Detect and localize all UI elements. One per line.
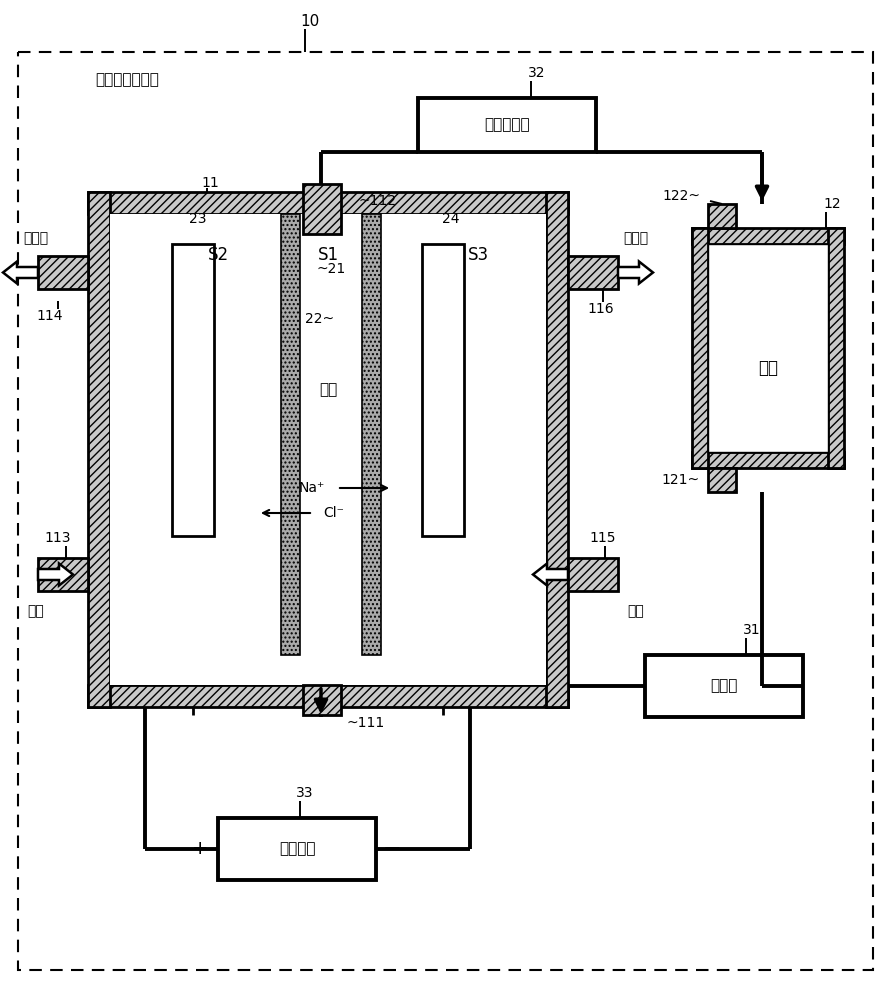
- Bar: [281, 214, 300, 655]
- Text: 22~: 22~: [305, 312, 334, 326]
- Text: ~112: ~112: [359, 194, 397, 208]
- Bar: [422, 244, 464, 536]
- Bar: [172, 244, 214, 536]
- Bar: [828, 228, 844, 468]
- Text: 24: 24: [442, 212, 460, 226]
- Text: 32: 32: [528, 66, 546, 80]
- Bar: [303, 685, 341, 715]
- Bar: [708, 244, 828, 452]
- Bar: [692, 452, 844, 468]
- Bar: [692, 228, 844, 244]
- Text: 11: 11: [201, 176, 219, 190]
- Bar: [645, 655, 803, 717]
- Text: 122~: 122~: [662, 189, 700, 203]
- Bar: [708, 204, 736, 228]
- Text: 23: 23: [189, 212, 207, 226]
- Bar: [88, 192, 568, 214]
- Polygon shape: [533, 564, 568, 585]
- Text: +: +: [192, 840, 208, 858]
- Text: 12: 12: [823, 197, 841, 211]
- Bar: [303, 184, 341, 234]
- Polygon shape: [38, 564, 73, 585]
- Text: ~21: ~21: [316, 262, 345, 276]
- Bar: [38, 558, 88, 591]
- Text: 直流电源: 直流电源: [279, 842, 315, 856]
- Text: S1: S1: [317, 246, 339, 264]
- Bar: [362, 214, 381, 655]
- Text: Cl⁻: Cl⁻: [323, 506, 344, 520]
- Text: 10: 10: [300, 14, 320, 29]
- Bar: [38, 256, 88, 289]
- Text: 114: 114: [37, 309, 63, 323]
- Bar: [88, 192, 110, 707]
- Text: 115: 115: [590, 531, 617, 545]
- Text: 原水: 原水: [28, 604, 45, 618]
- Bar: [568, 256, 618, 289]
- Text: 原水: 原水: [627, 604, 644, 618]
- Text: 电解水生成装置: 电解水生成装置: [95, 73, 159, 88]
- Text: ~111: ~111: [346, 716, 384, 730]
- Text: 压力调整阀: 压力调整阀: [484, 117, 530, 132]
- Text: S2: S2: [208, 246, 229, 264]
- Bar: [568, 558, 618, 591]
- Text: S3: S3: [468, 246, 488, 264]
- Text: 121~: 121~: [662, 473, 700, 487]
- Text: 盐水: 盐水: [758, 359, 778, 377]
- Bar: [692, 228, 708, 468]
- Text: 碱性水: 碱性水: [624, 231, 649, 245]
- Polygon shape: [618, 261, 653, 284]
- Polygon shape: [3, 261, 38, 284]
- Bar: [88, 685, 568, 707]
- Text: 113: 113: [45, 531, 71, 545]
- Text: 31: 31: [743, 623, 761, 637]
- Text: 116: 116: [588, 302, 614, 316]
- Text: 循环泵: 循环泵: [710, 678, 738, 694]
- Bar: [708, 244, 828, 452]
- Bar: [708, 468, 736, 492]
- Bar: [546, 192, 568, 707]
- Text: 盐水: 盐水: [319, 382, 337, 397]
- Bar: [110, 214, 546, 685]
- Bar: [218, 818, 376, 880]
- Bar: [418, 98, 596, 152]
- Text: −: −: [383, 839, 401, 859]
- Text: 酸性水: 酸性水: [23, 231, 49, 245]
- Text: 33: 33: [296, 786, 314, 800]
- Text: Na⁺: Na⁺: [298, 481, 325, 495]
